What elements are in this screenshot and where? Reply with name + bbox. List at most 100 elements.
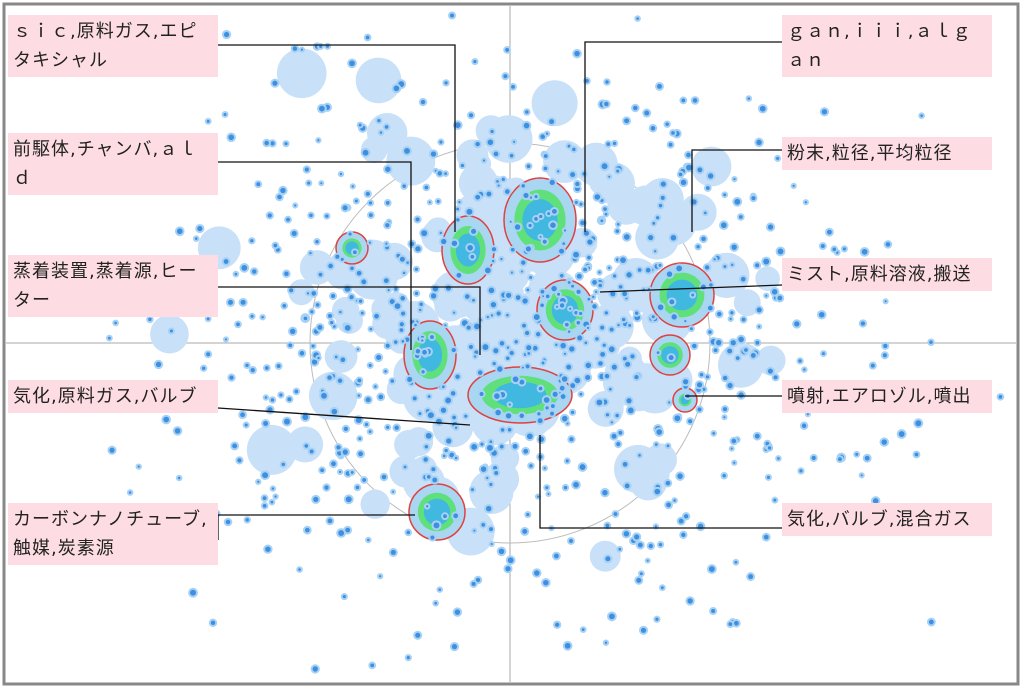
doc-dot xyxy=(282,416,292,427)
doc-dot xyxy=(761,256,772,267)
doc-dot xyxy=(702,263,712,272)
doc-dot xyxy=(106,334,113,342)
doc-dot xyxy=(551,551,561,561)
doc-dot xyxy=(561,227,569,234)
doc-dot xyxy=(632,532,642,542)
doc-dot xyxy=(336,468,344,475)
leader xyxy=(599,284,783,293)
doc-dot xyxy=(255,478,262,485)
doc-dot xyxy=(695,165,705,175)
leader xyxy=(691,149,782,232)
doc-dot xyxy=(404,654,412,662)
doc-dot xyxy=(254,180,263,189)
doc-dot xyxy=(340,203,350,213)
doc-dot xyxy=(452,454,460,462)
doc-dot xyxy=(260,494,269,503)
doc-dot xyxy=(913,418,924,429)
doc-dot xyxy=(372,383,379,390)
density xyxy=(358,244,401,287)
doc-dot xyxy=(694,380,705,390)
doc-dot xyxy=(771,496,779,504)
doc-dot xyxy=(543,130,551,137)
doc-dot xyxy=(553,341,560,349)
doc-dot xyxy=(487,438,495,446)
doc-dot xyxy=(274,362,283,370)
doc-dot xyxy=(672,413,683,424)
doc-dot xyxy=(204,350,213,359)
cluster-label: 粉末,粒径,平均粒径 xyxy=(782,137,992,170)
doc-dot xyxy=(497,442,506,451)
doc-dot xyxy=(488,299,499,310)
doc-dot xyxy=(242,421,250,429)
leader xyxy=(217,514,415,540)
doc-dot xyxy=(363,33,372,42)
doc-dot xyxy=(412,265,420,273)
doc-dot xyxy=(442,446,450,455)
doc-dot xyxy=(562,640,573,651)
doc-dot xyxy=(447,11,457,20)
doc-dot xyxy=(583,372,593,383)
doc-dot xyxy=(536,434,546,445)
doc-dot xyxy=(417,306,424,314)
doc-dot xyxy=(424,473,433,481)
doc-dot xyxy=(521,190,531,201)
doc-dot xyxy=(797,467,805,475)
doc-dot xyxy=(226,132,236,143)
doc-dot xyxy=(524,162,533,171)
doc-dot xyxy=(420,347,429,357)
doc-dot xyxy=(289,228,299,238)
doc-dot xyxy=(579,626,587,633)
doc-dot xyxy=(614,440,623,449)
doc-dot xyxy=(504,344,512,351)
doc-dot xyxy=(322,483,331,492)
doc-dot xyxy=(398,309,408,318)
doc-dot xyxy=(309,289,319,298)
doc-dot xyxy=(859,246,870,257)
doc-dot xyxy=(621,232,632,242)
cluster-label: カーボンナノチューブ,触媒,炭素源 xyxy=(8,503,218,565)
doc-dot xyxy=(230,441,240,451)
doc-dot xyxy=(462,412,470,420)
doc-dot xyxy=(286,341,295,350)
leader xyxy=(539,435,782,529)
doc-dot xyxy=(555,290,563,298)
doc-dot xyxy=(517,411,527,421)
doc-dot xyxy=(562,320,571,329)
doc-dot xyxy=(313,238,321,246)
doc-dot xyxy=(272,493,279,500)
doc-dot xyxy=(602,309,610,317)
doc-dot xyxy=(488,540,495,548)
doc-dot xyxy=(477,390,486,398)
doc-dot xyxy=(507,218,514,225)
doc-dot xyxy=(646,233,656,243)
doc-dot xyxy=(410,394,419,403)
doc-dot xyxy=(574,319,582,327)
doc-dot xyxy=(356,435,364,443)
density xyxy=(355,57,402,104)
doc-dot xyxy=(642,108,652,118)
doc-dot xyxy=(325,311,334,320)
density xyxy=(276,48,327,99)
cluster-label: 噴射,エアロゾル,噴出 xyxy=(782,380,992,413)
doc-dot xyxy=(329,406,340,417)
doc-dot xyxy=(649,313,657,321)
doc-dot xyxy=(656,201,665,210)
doc-dot xyxy=(263,544,273,554)
doc-dot xyxy=(567,305,574,312)
doc-dot xyxy=(347,58,357,69)
doc-dot xyxy=(318,466,326,475)
doc-dot xyxy=(495,364,505,374)
doc-dot xyxy=(398,293,408,303)
doc-dot xyxy=(769,287,780,297)
doc-dot xyxy=(292,387,301,396)
doc-dot xyxy=(614,220,622,228)
doc-dot xyxy=(282,269,291,278)
cluster-label: ミスト,原料溶液,搬送 xyxy=(782,258,992,291)
doc-dot xyxy=(568,381,578,391)
doc-dot xyxy=(504,290,514,300)
doc-dot xyxy=(268,396,277,404)
doc-dot xyxy=(338,355,348,365)
doc-dot xyxy=(363,189,372,199)
doc-dot xyxy=(558,340,568,351)
doc-dot xyxy=(439,236,449,247)
